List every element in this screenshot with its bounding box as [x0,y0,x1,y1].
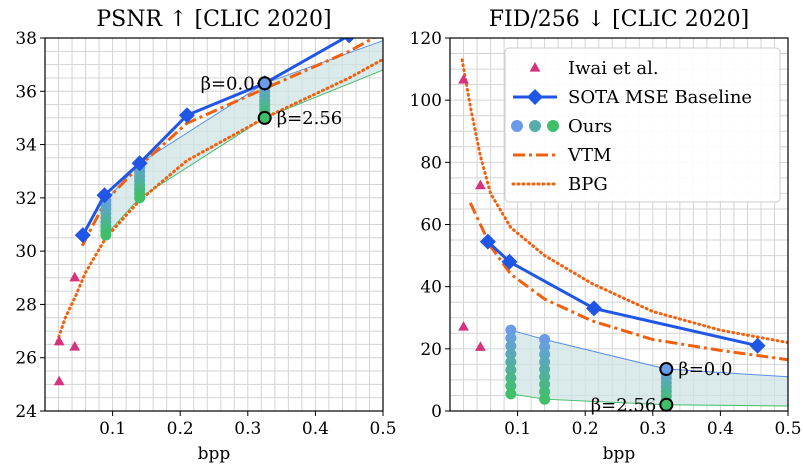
psnr-sota-marker [178,107,195,124]
legend-ours-icon [511,120,523,132]
fid-ours-point [539,393,551,405]
fid-ours-point [505,380,517,392]
fid-ytick-label: 120 [410,29,442,49]
psnr-ytick-label: 32 [15,189,37,209]
psnr-iwai-marker [69,341,81,351]
fid-ytick-label: 20 [420,340,442,360]
fid-xtick-label: 0.3 [639,419,666,439]
legend: Iwai et al. SOTA MSE Baseline Ours VTM BPG [504,47,781,203]
fid-ytick-label: 80 [420,153,442,173]
psnr-xlabel: bpp [198,444,231,464]
psnr-ytick-label: 36 [15,82,37,102]
legend-entry-sota: SOTA MSE Baseline [513,87,752,108]
fid-xtick-label: 0.5 [774,419,801,439]
legend-box [504,47,781,203]
psnr-beta-label: β=2.56 [277,108,343,129]
fid-ours-point [505,348,517,360]
fid-xlabel: bpp [603,444,636,464]
legend-entry-bpg: BPG [511,174,608,195]
fid-ytick-label: 0 [431,402,442,422]
psnr-grid [45,38,383,411]
psnr-ours-point [100,229,112,241]
fid-band-lower-line [510,393,788,407]
psnr-axes-frame [44,37,384,412]
psnr-xtick-label: 0.4 [302,419,329,439]
fid-iwai-marker [458,321,469,331]
fid-beta-marker [659,362,674,377]
psnr-ytick-label: 38 [15,29,37,49]
psnr-beta-label: β=0.0 [201,73,255,94]
fid-sota-line [486,240,758,348]
fid-iwai-marker [475,179,486,190]
fid-ours-point [505,388,517,400]
legend-entry-ours: Ours [511,116,612,137]
fid-xtick-label: 0.2 [572,419,599,439]
psnr-ours-point [134,192,146,204]
fid-beta-label: β=2.56 [591,395,657,416]
psnr-band-lower-line [105,69,383,236]
fid-beta-label: β=0.0 [678,359,732,380]
legend-entry-vtm: VTM [513,145,611,166]
psnr-sota-marker [96,187,113,204]
psnr-xtick-label: 0.1 [99,419,126,439]
fid-sota-marker [749,337,766,354]
fid-bpg-line [460,58,788,345]
psnr-xtick-label: 0.3 [234,419,261,439]
fid-ours-point [505,364,517,376]
psnr-beta-marker [257,110,272,125]
fid-iwai-marker [458,73,469,84]
fid-band-upper-line [510,329,788,378]
fid-ytick-label: 40 [420,278,442,298]
psnr-iwai-marker [69,271,81,282]
legend-ours-icon [529,120,541,132]
fid-sota-marker [585,300,602,317]
legend-label-ours: Ours [568,116,612,137]
legend-iwai-icon [529,62,541,72]
psnr-sota-line [81,38,348,236]
legend-sota-icon [527,89,543,105]
fid-xtick-label: 0.1 [504,419,531,439]
fid-vtm-line [468,202,788,362]
legend-label-bpg: BPG [568,174,608,195]
fid-ours-point [505,372,517,384]
psnr-ours-band [105,40,383,236]
psnr-ytick-label: 28 [15,295,37,315]
legend-entry-iwai: Iwai et al. [529,58,659,79]
psnr-ytick-label: 26 [15,349,37,369]
fid-sota-marker [479,233,496,250]
fid-ours-band [510,330,788,407]
fid-panel: FID/256 ↓ [CLIC 2020] bpp β=0.0 β=2.56 0.1… [410,7,802,464]
fid-title: FID/256 ↓ [CLIC 2020] [489,7,750,32]
legend-label-iwai: Iwai et al. [568,58,659,79]
psnr-iwai-marker [53,375,65,386]
fid-ours-point [505,332,517,344]
fid-iwai-marker [475,341,486,351]
psnr-iwai-marker [53,335,65,346]
psnr-ytick-label: 30 [15,242,37,262]
psnr-sota-marker [131,155,148,172]
psnr-panel: PSNR ↑ [CLIC 2020] bpp β=0.0 β=2.56 0.1 0.2… [15,7,396,464]
psnr-plot-area [53,38,383,386]
psnr-xtick-label: 0.2 [167,419,194,439]
fid-sota-marker [501,253,518,270]
fid-ours-point [505,356,517,368]
fid-xtick-label: 0.4 [707,419,734,439]
fid-ours-point [505,324,517,336]
psnr-xtick-label: 0.5 [369,419,396,439]
legend-ours-icon [547,120,559,132]
psnr-ytick-label: 34 [15,136,37,156]
psnr-ytick-label: 24 [15,402,37,422]
legend-label-sota: SOTA MSE Baseline [568,87,752,108]
fid-beta-marker [659,397,674,412]
fid-ours-point [505,340,517,352]
fid-ytick-label: 100 [410,91,442,111]
psnr-beta-marker [257,76,272,91]
psnr-bpg-line [55,57,383,344]
psnr-sota-marker [74,227,91,244]
psnr-sota-marker [343,38,355,44]
psnr-title: PSNR ↑ [CLIC 2020] [96,7,331,32]
fid-ytick-label: 60 [420,216,442,236]
legend-label-vtm: VTM [567,145,611,166]
